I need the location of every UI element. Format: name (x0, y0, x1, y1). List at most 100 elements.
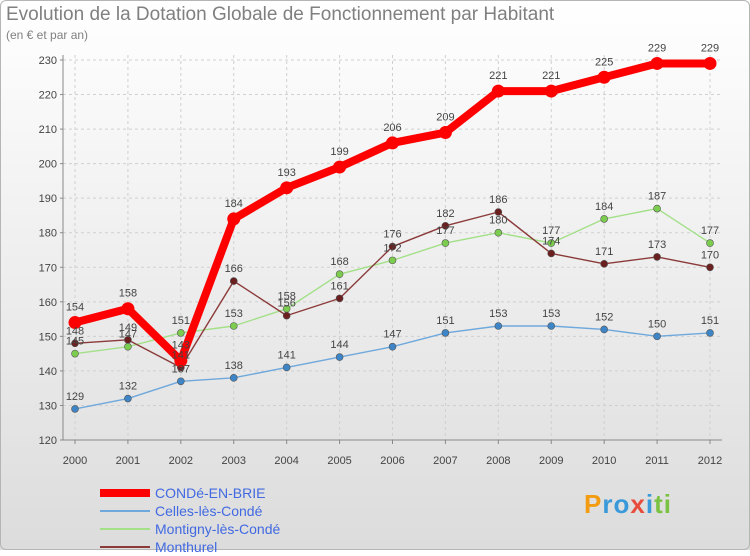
data-label: 171 (595, 246, 613, 258)
data-label: 187 (648, 191, 666, 203)
legend-label: Celles-lès-Condé (155, 503, 263, 519)
legend-swatch (100, 528, 150, 530)
data-label: 199 (330, 146, 348, 158)
data-label: 147 (383, 329, 401, 341)
logo-letter: t (654, 489, 664, 519)
data-label: 151 (701, 315, 719, 327)
x-tick-label: 2010 (592, 455, 616, 467)
data-label: 168 (330, 256, 348, 268)
axes: 120 130 140 150 160 170 180 190 200 210 220 230 2000… (39, 55, 722, 467)
data-point (229, 374, 238, 382)
data-label: 137 (172, 363, 190, 375)
y-tick-label: 120 (39, 435, 57, 447)
data-point (547, 249, 556, 258)
logo-letter: i (663, 489, 672, 519)
data-point (653, 332, 661, 341)
data-label: 158 (277, 291, 295, 303)
legend-swatch (100, 489, 150, 497)
data-point (441, 329, 450, 337)
data-label: 221 (489, 70, 507, 82)
data-label: 145 (66, 336, 84, 348)
x-tick-label: 2006 (380, 455, 404, 467)
logo-letter: x (630, 489, 646, 519)
data-label: 229 (648, 42, 666, 54)
x-tick-label: 2000 (63, 455, 87, 467)
data-label: 209 (436, 112, 454, 124)
data-label: 225 (595, 56, 613, 68)
data-label: 144 (330, 339, 348, 351)
data-point (653, 204, 661, 213)
data-point (547, 322, 556, 330)
data-label: 177 (542, 225, 560, 237)
x-tick-label: 2007 (433, 455, 457, 467)
data-label: 229 (701, 42, 719, 54)
data-point (650, 56, 664, 70)
data-point (229, 322, 238, 330)
x-tick-label: 2012 (698, 455, 722, 467)
data-point (71, 405, 79, 413)
data-label: 153 (489, 308, 507, 320)
x-tick-label: 2001 (116, 455, 140, 467)
y-tick-label: 180 (39, 228, 57, 240)
logo-letter: o (613, 489, 631, 519)
data-label: 151 (436, 315, 454, 327)
data-label: 174 (542, 235, 560, 247)
data-label: 182 (436, 208, 454, 220)
y-tick-label: 220 (39, 90, 57, 102)
data-point (282, 363, 291, 372)
data-label: 206 (383, 122, 401, 134)
data-label: 154 (66, 302, 84, 314)
data-label: 172 (383, 242, 401, 254)
legend-swatch (100, 510, 150, 512)
data-point (388, 256, 397, 265)
y-tick-label: 130 (39, 400, 57, 412)
data-point (703, 56, 717, 70)
data-point (597, 70, 611, 84)
x-tick-label: 2004 (274, 455, 298, 467)
y-tick-label: 200 (39, 159, 57, 171)
data-label: 150 (648, 318, 666, 330)
data-point (335, 270, 344, 278)
legend-label: Monthurel (155, 539, 218, 555)
data-point (494, 208, 503, 216)
data-point (653, 253, 661, 261)
y-tick-label: 190 (39, 193, 57, 205)
y-tick-label: 150 (39, 331, 57, 343)
data-label: 180 (489, 215, 507, 227)
series-lines (68, 56, 717, 413)
data-point (600, 215, 608, 223)
chart-subtitle: (en € et par an) (6, 28, 89, 42)
data-point (438, 126, 452, 140)
data-point (386, 136, 399, 150)
data-label: 141 (172, 349, 190, 361)
data-label: 186 (489, 194, 507, 206)
data-label: 129 (66, 391, 84, 403)
data-point (174, 354, 188, 368)
data-label: 184 (595, 201, 613, 213)
logo-letter: r (602, 489, 614, 519)
data-label: 153 (542, 308, 560, 320)
y-tick-label: 140 (39, 366, 57, 378)
data-point (177, 377, 185, 386)
data-point (333, 160, 347, 174)
data-point (706, 263, 714, 272)
y-tick-label: 210 (39, 124, 57, 136)
data-point (388, 342, 397, 351)
data-label: 138 (225, 360, 243, 372)
data-point (121, 302, 135, 316)
legend-label: Montigny-lès-Condé (155, 521, 281, 537)
data-label: 177 (701, 225, 719, 237)
chart-title: Evolution de la Dotation Globale de Fonc… (6, 4, 555, 25)
data-label: 158 (119, 288, 137, 300)
data-label: 153 (225, 308, 243, 320)
legend-swatch (100, 546, 150, 548)
data-label: 151 (172, 315, 190, 327)
y-tick-label: 160 (39, 297, 57, 309)
x-tick-label: 2008 (486, 455, 510, 467)
data-point (706, 329, 714, 337)
data-point (600, 260, 608, 268)
data-point (280, 181, 294, 195)
data-label: 141 (277, 349, 295, 361)
x-tick-label: 2011 (645, 455, 669, 467)
